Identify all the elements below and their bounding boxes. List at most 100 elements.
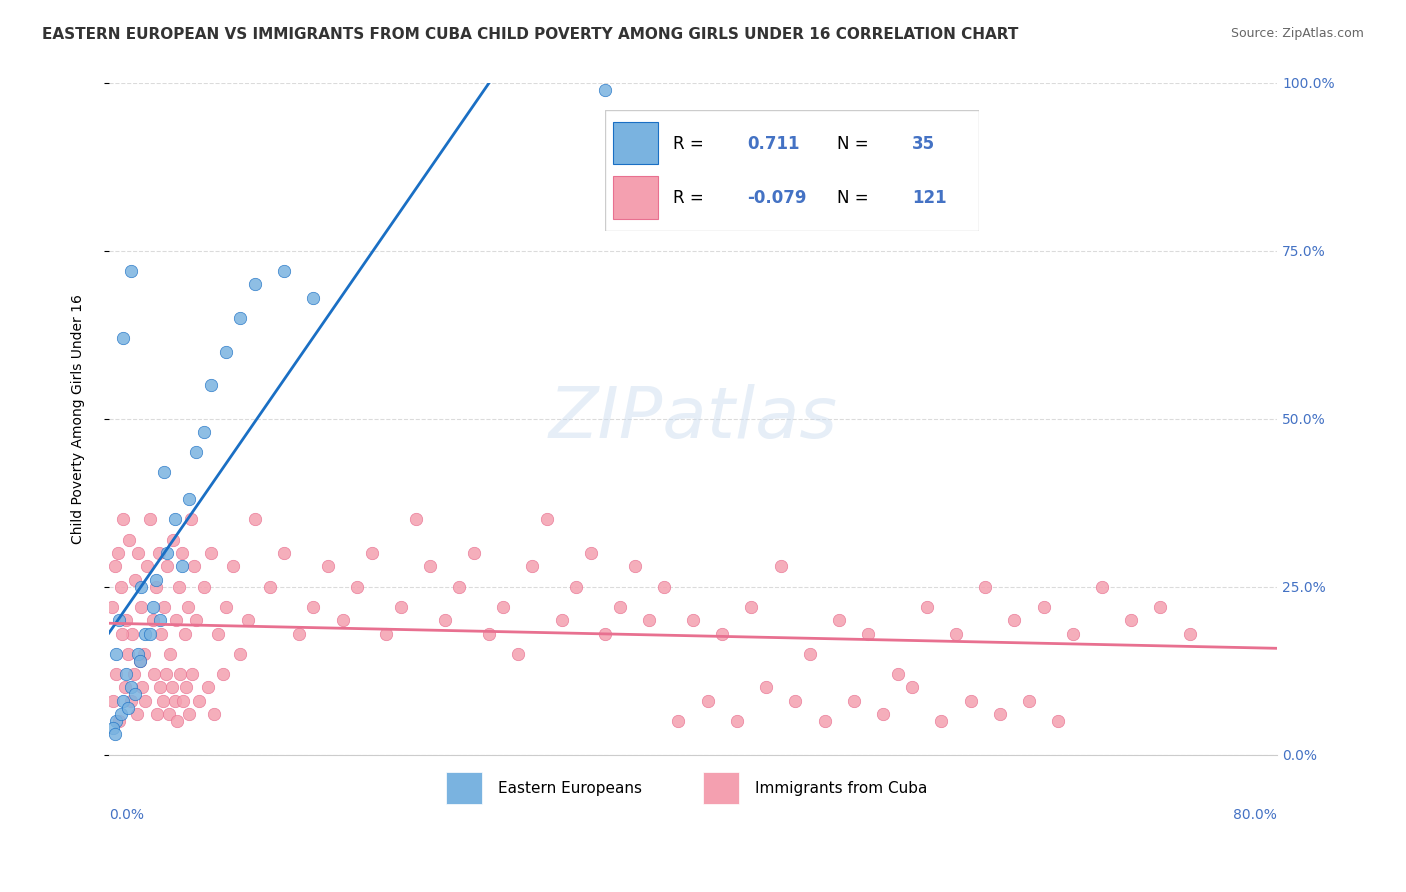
Point (200, 378, 222, 392)
Point (129, 580, 152, 594)
Point (360, 546, 382, 560)
Point (173, 626, 195, 640)
Point (115, 667, 138, 681)
Point (696, 694, 718, 708)
Point (129, 599, 152, 614)
Point (1149, 599, 1171, 614)
Point (828, 613, 851, 627)
Point (273, 264, 295, 278)
Point (506, 647, 529, 661)
Point (134, 626, 156, 640)
Text: 0.0%: 0.0% (108, 808, 143, 822)
Point (609, 599, 631, 614)
Point (813, 714, 835, 728)
Point (132, 647, 155, 661)
Point (156, 559, 179, 574)
Point (682, 613, 704, 627)
Point (139, 626, 162, 640)
Text: ZIPatlas: ZIPatlas (548, 384, 838, 453)
Point (134, 694, 156, 708)
Point (143, 667, 166, 681)
Point (155, 667, 177, 681)
Point (110, 580, 132, 594)
Point (153, 466, 176, 480)
Point (179, 707, 201, 722)
Point (108, 613, 131, 627)
Point (117, 647, 139, 661)
Point (550, 613, 572, 627)
Point (124, 687, 146, 701)
Point (114, 681, 136, 695)
Point (872, 707, 894, 722)
Point (163, 694, 186, 708)
Point (170, 546, 193, 560)
Point (104, 727, 127, 741)
Point (120, 681, 142, 695)
Point (152, 694, 174, 708)
Point (579, 546, 602, 560)
Point (229, 310, 252, 325)
Point (181, 667, 204, 681)
Point (211, 667, 233, 681)
Point (112, 331, 135, 345)
Point (915, 599, 938, 614)
Point (565, 580, 588, 594)
Point (111, 626, 134, 640)
Point (1121, 613, 1143, 627)
Text: Source: ZipAtlas.com: Source: ZipAtlas.com (1230, 27, 1364, 40)
Point (157, 707, 180, 722)
Point (128, 653, 150, 667)
Point (389, 599, 412, 614)
Point (197, 681, 219, 695)
Point (492, 599, 515, 614)
Point (186, 445, 208, 459)
Point (169, 667, 191, 681)
Point (105, 647, 128, 661)
Point (142, 613, 165, 627)
Point (858, 626, 880, 640)
Point (287, 626, 309, 640)
Point (105, 667, 128, 681)
Point (886, 667, 908, 681)
Point (160, 681, 183, 695)
Point (117, 700, 139, 714)
Point (177, 599, 200, 614)
Point (901, 681, 924, 695)
Point (124, 573, 146, 587)
Point (174, 681, 197, 695)
Point (148, 546, 170, 560)
Point (463, 546, 485, 560)
Point (316, 559, 339, 574)
Point (711, 626, 734, 640)
Point (799, 647, 821, 661)
Text: 80.0%: 80.0% (1233, 808, 1277, 822)
Point (236, 613, 259, 627)
Point (375, 626, 398, 640)
Point (215, 599, 238, 614)
Point (202, 707, 225, 722)
Point (105, 714, 128, 728)
Y-axis label: Child Poverty Among Girls Under 16: Child Poverty Among Girls Under 16 (72, 293, 86, 543)
Point (100, 599, 122, 614)
Point (127, 647, 149, 661)
Point (959, 694, 981, 708)
Point (623, 559, 645, 574)
Point (595, 626, 617, 640)
Point (165, 613, 187, 627)
Point (150, 626, 173, 640)
Point (180, 512, 202, 526)
Point (145, 580, 167, 594)
Point (638, 613, 661, 627)
Point (142, 599, 165, 614)
Point (179, 492, 201, 507)
Point (222, 559, 245, 574)
Point (207, 626, 229, 640)
Point (229, 647, 252, 661)
Point (107, 546, 129, 560)
Point (332, 613, 354, 627)
Point (183, 559, 205, 574)
Point (1047, 714, 1070, 728)
Point (135, 559, 157, 574)
Point (115, 613, 138, 627)
Point (1062, 626, 1084, 640)
